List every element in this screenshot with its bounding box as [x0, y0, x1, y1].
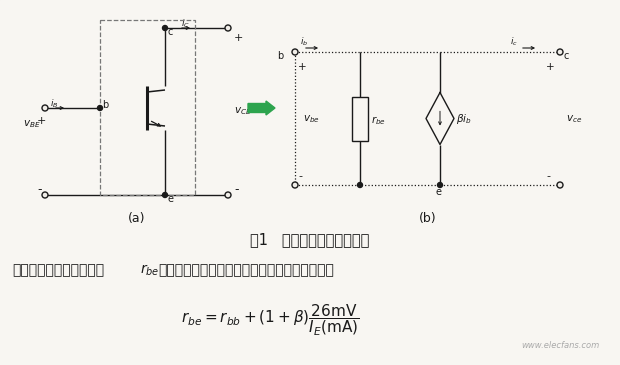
Text: (b): (b) — [419, 212, 437, 225]
Circle shape — [557, 182, 563, 188]
Text: $i_b$: $i_b$ — [300, 36, 308, 49]
Circle shape — [292, 49, 298, 55]
Text: e: e — [167, 194, 173, 204]
Text: c: c — [167, 27, 172, 37]
Circle shape — [358, 182, 363, 188]
Text: +: + — [298, 62, 307, 72]
Text: $v_{ce}$: $v_{ce}$ — [566, 114, 582, 125]
Text: $r_{be} = r_{bb} + (1+\beta)\dfrac{26\mathrm{mV}}{I_E(\mathrm{mA})}$: $r_{be} = r_{bb} + (1+\beta)\dfrac{26\ma… — [180, 303, 360, 338]
Text: www.elecfans.com: www.elecfans.com — [521, 341, 599, 350]
Text: 图1   三极管的微变等效电路: 图1 三极管的微变等效电路 — [250, 232, 370, 247]
Bar — [100, 20, 195, 195]
Circle shape — [292, 182, 298, 188]
Text: e: e — [435, 187, 441, 197]
Text: $v_{BE}$: $v_{BE}$ — [23, 118, 41, 130]
Text: -: - — [37, 183, 42, 196]
Text: $i_C$: $i_C$ — [181, 17, 190, 30]
Text: $v_{be}$: $v_{be}$ — [303, 114, 319, 125]
Text: -: - — [298, 171, 302, 181]
Text: +: + — [234, 33, 244, 43]
Circle shape — [557, 49, 563, 55]
Text: -: - — [546, 171, 550, 181]
Text: -: - — [234, 183, 239, 196]
FancyArrow shape — [248, 101, 275, 115]
Circle shape — [162, 26, 167, 31]
Circle shape — [225, 25, 231, 31]
Text: +: + — [37, 116, 46, 126]
Circle shape — [97, 105, 102, 111]
Text: $i_B$: $i_B$ — [50, 97, 58, 110]
Text: $i_c$: $i_c$ — [510, 36, 518, 49]
Text: +: + — [546, 62, 555, 72]
Text: $r_{be}$: $r_{be}$ — [140, 263, 159, 278]
Text: c: c — [564, 51, 569, 61]
Text: 在输入小信号的情况下，: 在输入小信号的情况下， — [12, 263, 104, 277]
Text: $v_{CE}$: $v_{CE}$ — [234, 105, 252, 117]
Circle shape — [42, 192, 48, 198]
Text: (a): (a) — [128, 212, 146, 225]
Text: $r_{be}$: $r_{be}$ — [371, 115, 386, 127]
Circle shape — [225, 192, 231, 198]
Bar — [352, 96, 368, 141]
Circle shape — [438, 182, 443, 188]
Circle shape — [42, 105, 48, 111]
Text: b: b — [102, 100, 108, 110]
Circle shape — [162, 192, 167, 197]
Text: b: b — [277, 51, 283, 61]
Text: $\beta i_b$: $\beta i_b$ — [456, 112, 472, 127]
Text: 基本上不随信号而变化，可以用下面的近似公式: 基本上不随信号而变化，可以用下面的近似公式 — [158, 263, 334, 277]
